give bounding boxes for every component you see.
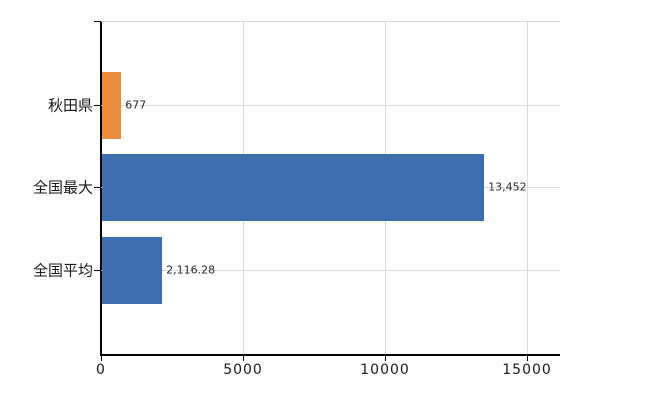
bar xyxy=(102,236,163,304)
category-label: 全国最大 xyxy=(32,178,93,197)
x-axis-tick-label: 5000 xyxy=(223,362,263,378)
x-axis-tick-mark xyxy=(101,354,102,361)
gridline-horizontal xyxy=(101,105,560,106)
y-axis-tick-mark xyxy=(94,105,101,106)
y-axis-tick-mark xyxy=(94,270,101,271)
x-axis-tick-mark xyxy=(527,354,529,361)
category-label: 全国平均 xyxy=(32,261,93,280)
y-axis-top-tick-mark xyxy=(94,21,101,22)
gridline-vertical xyxy=(527,22,529,354)
x-axis-tick-mark xyxy=(243,354,245,361)
x-axis-tick-mark xyxy=(385,354,387,361)
x-axis-line xyxy=(100,354,560,356)
bar-value-label: 677 xyxy=(125,98,147,112)
bar xyxy=(102,71,122,139)
x-axis-tick-label: 10000 xyxy=(360,362,410,378)
bar xyxy=(102,153,485,221)
x-axis-tick-label: 15000 xyxy=(502,362,552,378)
category-label: 秋田県 xyxy=(47,96,93,115)
plot-border-top xyxy=(101,21,560,22)
gridline-horizontal xyxy=(101,270,560,271)
bar-value-label: 13,452 xyxy=(488,180,527,194)
bar-value-label: 2,116.28 xyxy=(166,263,216,277)
y-axis-tick-mark xyxy=(94,187,101,188)
x-axis-tick-label: 0 xyxy=(96,362,106,378)
